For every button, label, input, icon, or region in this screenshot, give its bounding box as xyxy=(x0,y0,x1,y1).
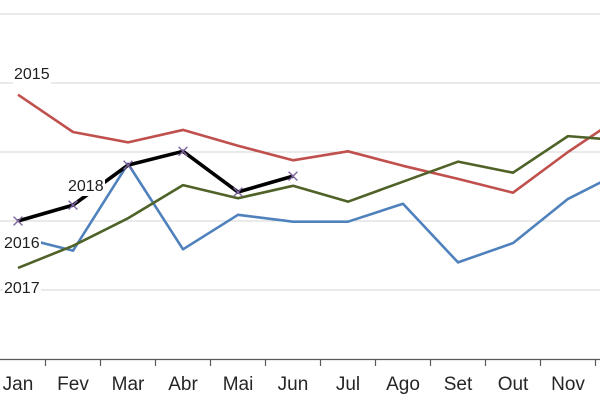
series-line-2015 xyxy=(17,93,600,195)
series-marker-x-icon xyxy=(68,200,78,211)
series-marker-x-icon xyxy=(13,216,23,226)
series-marker-x-icon xyxy=(178,146,188,157)
series-label-2017: 2017 xyxy=(3,280,41,298)
x-axis-label: Out xyxy=(498,374,529,395)
series-marker-x-icon xyxy=(233,187,243,197)
x-axis-label: Abr xyxy=(168,374,198,395)
series-line-2018 xyxy=(17,149,294,223)
x-axis-label: Fev xyxy=(57,374,89,395)
x-axis-label: Jul xyxy=(336,374,360,395)
x-axis-label: Mai xyxy=(223,374,254,395)
series-label-2015: 2015 xyxy=(13,66,51,84)
x-axis-label: Mar xyxy=(112,374,145,395)
series-label-2018: 2018 xyxy=(67,178,105,196)
x-axis-label: Ago xyxy=(386,374,420,395)
x-axis-label: Nov xyxy=(551,374,585,395)
series-marker-x-icon xyxy=(123,160,133,171)
x-axis-label: Jan xyxy=(3,374,34,395)
x-axis-label: Jun xyxy=(278,374,309,395)
series-line-2017 xyxy=(17,134,600,270)
x-axis-label: Set xyxy=(444,374,473,395)
series-line-2016 xyxy=(17,162,600,264)
series-label-2016: 2016 xyxy=(3,235,41,253)
series-marker-x-icon xyxy=(288,171,298,182)
